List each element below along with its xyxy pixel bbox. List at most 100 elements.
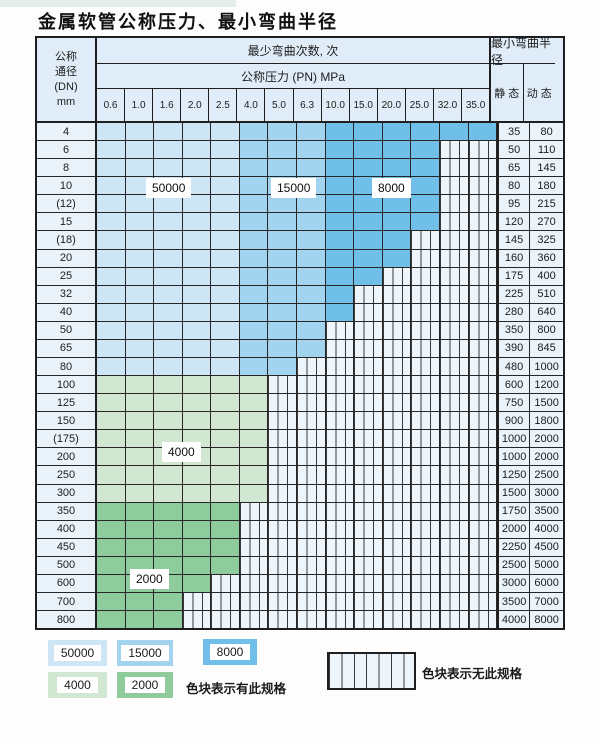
spec-cell <box>211 249 240 267</box>
no-spec-cell <box>468 448 498 466</box>
dn-cell: 10 <box>37 177 97 195</box>
static-radius-value: 2500 <box>497 556 531 574</box>
no-spec-cell <box>268 574 298 593</box>
no-spec-cell <box>382 376 412 394</box>
spec-cell <box>325 213 355 231</box>
static-radius-value: 1000 <box>497 430 531 448</box>
dn-cell: 400 <box>37 520 97 538</box>
no-spec-cell <box>382 502 412 520</box>
dn-cell: (175) <box>37 430 97 448</box>
spec-cell <box>154 339 183 358</box>
no-spec-cell <box>325 502 355 520</box>
no-spec-cell <box>439 303 469 321</box>
pressure-col-header: 2.5 <box>209 89 238 121</box>
spec-cell <box>97 358 126 376</box>
no-spec-cell <box>325 520 355 538</box>
legend-swatch-label: 8000 <box>209 644 251 660</box>
no-spec-cell <box>354 574 383 593</box>
table-row: 300 1500 3000 <box>37 484 564 503</box>
table-header: 公称 通径 (DN) mm 最少弯曲次数, 次 公称压力 (PN) MPa 0.… <box>37 36 563 123</box>
no-spec-cell <box>468 267 498 285</box>
no-spec-cell <box>239 520 269 538</box>
spec-cell <box>239 358 269 376</box>
table-row: 350 1750 3500 <box>37 502 564 521</box>
no-spec-cell <box>468 376 498 394</box>
no-spec-cell <box>297 538 326 556</box>
dn-header-line: 公称 <box>55 50 77 63</box>
no-spec-cell <box>325 430 355 448</box>
spec-cell <box>182 484 212 502</box>
no-spec-cell <box>468 195 498 213</box>
spec-cell <box>182 159 212 177</box>
no-spec-cell <box>382 303 412 321</box>
static-radius-value: 1750 <box>497 502 531 520</box>
spec-cell <box>382 249 412 267</box>
bend-cycles-header-group: 最少弯曲次数, 次 公称压力 (PN) MPa 0.6 1.0 1.6 2.0 2.5 4… <box>97 38 489 121</box>
pressure-radius-table: 公称 通径 (DN) mm 最少弯曲次数, 次 公称压力 (PN) MPa 0.… <box>35 36 565 630</box>
no-spec-cell <box>411 611 440 629</box>
legend-has-spec-text: 色块表示有此规格 <box>186 682 287 696</box>
no-spec-cell <box>439 520 469 538</box>
spec-cell <box>239 249 269 267</box>
no-spec-cell <box>439 574 469 593</box>
spec-cell <box>125 195 155 213</box>
dn-cell: (12) <box>37 195 97 213</box>
no-spec-cell <box>468 466 498 484</box>
no-spec-cell <box>411 358 440 376</box>
no-spec-cell <box>382 430 412 448</box>
no-spec-cell <box>297 611 326 629</box>
spec-cell <box>382 231 412 249</box>
no-spec-cell <box>411 593 440 611</box>
spec-cell <box>154 466 183 484</box>
spec-cell <box>411 159 440 177</box>
no-spec-cell <box>268 520 298 538</box>
static-radius-value: 1500 <box>497 484 531 502</box>
table-row: 80 480 1000 <box>37 358 564 377</box>
spec-cell <box>125 321 155 339</box>
no-spec-cell <box>468 358 498 376</box>
dynamic-radius-value: 180 <box>530 177 564 195</box>
static-radius-value: 65 <box>497 159 531 177</box>
spec-cell <box>97 574 126 593</box>
spec-cell <box>325 249 355 267</box>
static-radius-value: 350 <box>497 321 531 339</box>
table-row: 150 900 1800 <box>37 412 564 431</box>
spec-cell <box>211 502 240 520</box>
legend-no-spec-text: 色块表示无此规格 <box>422 667 523 681</box>
table-row: 15 120 270 <box>37 213 564 232</box>
spec-cell <box>239 123 269 141</box>
spec-cell <box>354 267 383 285</box>
dynamic-radius-value: 2500 <box>530 466 564 484</box>
no-spec-cell <box>439 593 469 611</box>
no-spec-cell <box>297 484 326 502</box>
no-spec-cell <box>268 538 298 556</box>
pressure-col-header: 25.0 <box>406 89 434 121</box>
spec-cell <box>97 394 126 412</box>
no-spec-cell <box>468 394 498 412</box>
table-row: 4 35 80 <box>37 123 564 142</box>
spec-cell <box>125 520 155 538</box>
dynamic-radius-value: 145 <box>530 159 564 177</box>
dn-cell: 40 <box>37 303 97 321</box>
no-spec-cell <box>354 285 383 303</box>
radius-header-group: 最小弯曲半径 静 态 动 态 <box>489 36 555 121</box>
no-spec-cell <box>468 231 498 249</box>
no-spec-cell <box>439 376 469 394</box>
no-spec-cell <box>325 538 355 556</box>
spec-cell <box>125 339 155 358</box>
spec-cell <box>211 231 240 249</box>
spec-cell <box>411 141 440 159</box>
spec-cell <box>239 412 269 430</box>
no-spec-cell <box>211 574 240 593</box>
spec-cell <box>268 195 298 213</box>
spec-cell <box>125 466 155 484</box>
spec-cell <box>354 141 383 159</box>
no-spec-cell <box>297 430 326 448</box>
spec-cell <box>354 249 383 267</box>
no-spec-cell <box>354 303 383 321</box>
legend-swatch-50000: 50000 <box>48 640 107 666</box>
spec-cell <box>297 231 326 249</box>
table-row: 40 280 640 <box>37 303 564 322</box>
table-row: 8 65 145 <box>37 159 564 178</box>
dn-cell: 150 <box>37 412 97 430</box>
